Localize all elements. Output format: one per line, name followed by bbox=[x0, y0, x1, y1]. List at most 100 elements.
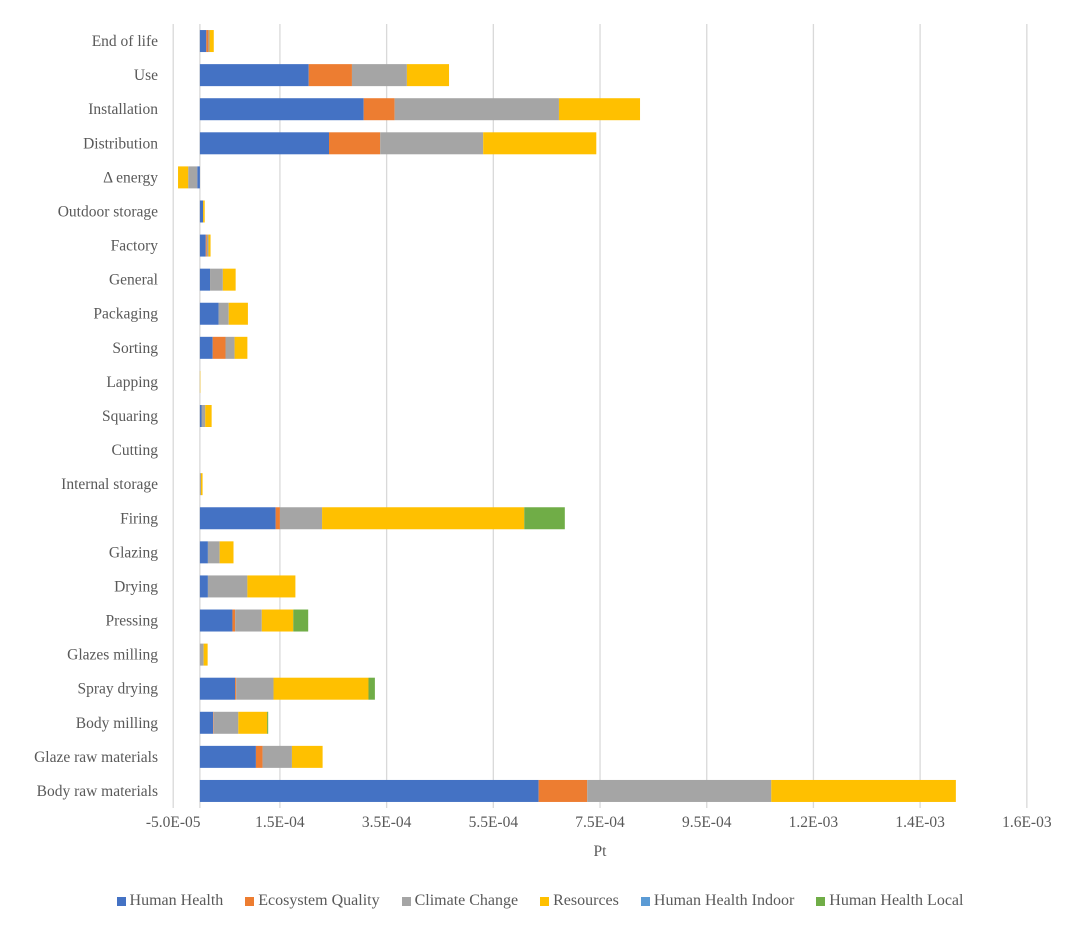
bar-segment bbox=[380, 132, 484, 155]
bar-segment bbox=[363, 98, 395, 121]
bar-segment bbox=[207, 541, 220, 564]
bar-segment bbox=[236, 677, 274, 700]
x-tick-label: 1.5E-04 bbox=[255, 814, 305, 831]
legend-label: Human Health Indoor bbox=[653, 892, 795, 909]
legend-item: Human Health bbox=[116, 892, 224, 910]
bar-segment bbox=[394, 98, 559, 121]
category-label: Body raw materials bbox=[37, 783, 158, 800]
legend-label: Climate Change bbox=[414, 892, 519, 909]
category-label: Outdoor storage bbox=[58, 203, 158, 220]
legend: Human Health Ecosystem Quality Climate Cha… bbox=[0, 892, 1080, 910]
legend-swatch bbox=[401, 896, 411, 906]
bar-segment bbox=[208, 234, 211, 257]
bar-segment bbox=[275, 507, 280, 530]
bar-segment bbox=[199, 575, 208, 598]
legend-item: Human Health Local bbox=[816, 892, 963, 910]
bar-segment bbox=[199, 336, 213, 359]
bar-segment bbox=[212, 336, 226, 359]
bar-segment bbox=[203, 200, 205, 223]
category-label: Drying bbox=[114, 578, 158, 595]
category-label: Installation bbox=[88, 101, 158, 118]
bar-segment bbox=[207, 575, 248, 598]
legend-label: Human Health bbox=[129, 892, 224, 909]
bar-segment bbox=[199, 507, 276, 530]
category-label: Glazing bbox=[109, 544, 158, 561]
bar-segment bbox=[206, 234, 209, 257]
bar-segment bbox=[209, 30, 214, 53]
x-tick-label: 1.4E-03 bbox=[895, 814, 945, 831]
bar-segment bbox=[587, 779, 772, 802]
bar-segment bbox=[219, 541, 234, 564]
bar-segment bbox=[524, 507, 565, 530]
bar-segment bbox=[238, 711, 268, 734]
category-label: Δ energy bbox=[103, 169, 158, 186]
category-label: Glazes milling bbox=[67, 647, 158, 664]
bar-segment bbox=[235, 677, 237, 700]
bar-segment bbox=[210, 268, 223, 291]
bar-segment bbox=[208, 30, 210, 53]
bar-segment bbox=[228, 302, 248, 325]
legend-label: Resources bbox=[553, 892, 619, 909]
x-tick-label: 7.5E-04 bbox=[575, 814, 625, 831]
bar-segment bbox=[205, 405, 212, 427]
category-label: Packaging bbox=[93, 306, 158, 323]
bar-segment bbox=[199, 745, 256, 768]
category-label: Spray drying bbox=[77, 681, 158, 698]
bar-segment bbox=[199, 30, 207, 53]
bar-segment bbox=[206, 30, 209, 53]
bar-segment bbox=[406, 64, 450, 87]
bar-segment bbox=[232, 609, 236, 632]
legend-swatch bbox=[116, 896, 126, 906]
legend-label: Ecosystem Quality bbox=[258, 892, 380, 909]
bar-segment bbox=[368, 677, 375, 700]
bar-segment bbox=[201, 405, 206, 427]
x-axis-title: Pt bbox=[594, 843, 608, 860]
bar-segment bbox=[483, 132, 597, 155]
x-tick-label: 9.5E-04 bbox=[682, 814, 732, 831]
bar-segment bbox=[199, 64, 309, 87]
legend-label: Human Health Local bbox=[829, 892, 964, 909]
bar-segment bbox=[771, 779, 956, 802]
bar-segment bbox=[267, 711, 269, 734]
bar-segment bbox=[199, 473, 201, 496]
bar-segment bbox=[538, 779, 588, 802]
bar-segment bbox=[213, 711, 214, 734]
bar-segment bbox=[222, 268, 236, 291]
bar-segment bbox=[279, 507, 323, 530]
x-tick-label: -5.0E-05 bbox=[146, 814, 201, 831]
x-tick-labels: -5.0E-05 1.5E-04 3.5E-04 5.5E-04 7.5E-04 9.5E… bbox=[146, 814, 1052, 831]
bar-segment bbox=[199, 711, 214, 734]
category-label: Cutting bbox=[111, 442, 158, 459]
bar-segment bbox=[351, 64, 407, 87]
bar-segment bbox=[255, 745, 263, 768]
bar-segment bbox=[188, 166, 198, 189]
bar-segment bbox=[199, 541, 208, 564]
bar-segment bbox=[199, 677, 236, 700]
x-tick-label: 5.5E-04 bbox=[469, 814, 519, 831]
bar-segment bbox=[199, 779, 539, 802]
bar-segment bbox=[199, 132, 330, 155]
category-label: Distribution bbox=[83, 135, 158, 152]
category-label: Pressing bbox=[105, 613, 158, 630]
bar-segment bbox=[235, 609, 262, 632]
bar-segment bbox=[225, 336, 235, 359]
legend-item: Resources bbox=[540, 892, 619, 910]
gridlines bbox=[172, 24, 1028, 808]
legend-swatch bbox=[245, 896, 255, 906]
bar-segment bbox=[203, 643, 208, 666]
legend-item: Climate Change bbox=[401, 892, 519, 910]
stacked-bar-chart: End of life Use Installation Distribution Δ … bbox=[34, 24, 1052, 860]
bar-segment bbox=[308, 64, 352, 87]
x-tick-label: 1.6E-03 bbox=[1002, 814, 1052, 831]
bar-segment bbox=[199, 268, 211, 291]
x-tick-label: 3.5E-04 bbox=[362, 814, 412, 831]
bar-segment bbox=[262, 745, 292, 768]
bar-segment bbox=[178, 166, 189, 189]
bar-segment bbox=[218, 302, 229, 325]
category-label: Use bbox=[134, 67, 158, 84]
category-label: Internal storage bbox=[61, 476, 158, 493]
bar-segment bbox=[199, 234, 206, 257]
category-label: End of life bbox=[92, 33, 158, 50]
bar-segment bbox=[293, 609, 309, 632]
bar-segment bbox=[558, 98, 641, 121]
